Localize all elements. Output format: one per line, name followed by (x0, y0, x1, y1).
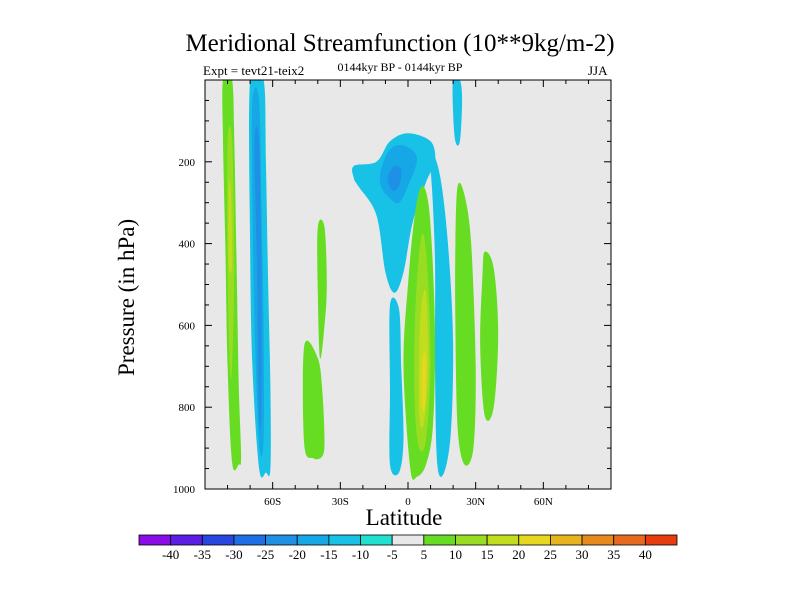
colorbar-swatch (550, 534, 583, 546)
season-label: JJA (588, 63, 608, 78)
colorbar-swatch (423, 534, 456, 546)
colorbar-swatch (328, 534, 361, 546)
colorbar-swatch (138, 534, 172, 546)
y-tick-label: 800 (179, 402, 196, 414)
sh-polar-positive-inner (228, 181, 233, 274)
midlat-positive-b (317, 219, 327, 359)
colorbar-label: -35 (194, 547, 211, 562)
nh-positive-b (480, 251, 499, 421)
colorbar-label: -5 (387, 547, 398, 562)
colorbar-swatch (170, 534, 203, 546)
colorbar-swatch (360, 534, 393, 546)
colorbar-swatch (455, 534, 488, 546)
sh-subtrop-negative-low (389, 297, 404, 476)
tropical-positive-inner (421, 352, 427, 412)
colorbar-swatch (518, 534, 551, 546)
colorbar-label: 30 (576, 547, 589, 562)
x-tick-label: 0 (405, 496, 411, 508)
x-tick-label: 60S (264, 496, 281, 508)
x-axis-label: Latitude (365, 505, 443, 530)
colorbar-swatch (233, 534, 266, 546)
colorbar-label: -10 (352, 547, 369, 562)
sh-deep-negative-core (254, 126, 262, 431)
chart-subtitle: 0144kyr BP - 0144kyr BP (337, 60, 463, 74)
midlat-positive-a (302, 340, 325, 460)
colorbar-swatch (486, 534, 520, 546)
colorbar-swatch (296, 534, 330, 546)
nh-positive-a (455, 182, 476, 466)
axis-ticks: 200 400 600 800 1000 60S 30S 0 30N 60N (173, 80, 611, 508)
x-tick-label: 30N (466, 496, 485, 508)
y-tick-label: 600 (179, 320, 196, 332)
colorbar-label: 40 (639, 547, 652, 562)
colorbar: -40 -35 -30 -25 -20 -15 -10 -5 5 10 15 20 25 30 35 40 (138, 534, 678, 562)
colorbar-label: -40 (162, 547, 179, 562)
nh-subtrop-negative (430, 155, 454, 477)
upper-trop-negative (352, 133, 436, 293)
colorbar-label: 10 (449, 547, 462, 562)
upper-trop-negative-inner (387, 165, 402, 191)
contour-regions (222, 80, 499, 480)
colorbar-swatch (613, 534, 646, 546)
chart-title: Meridional Streamfunction (10**9kg/m-2) (185, 30, 615, 57)
colorbar-label: 25 (544, 547, 557, 562)
nh-upper-negative (452, 80, 463, 146)
colorbar-label: -15 (320, 547, 337, 562)
colorbar-label: 35 (607, 547, 620, 562)
colorbar-label: 15 (481, 547, 494, 562)
colorbar-label: -20 (289, 547, 306, 562)
colorbar-swatch (391, 534, 425, 546)
y-tick-label: 400 (179, 239, 196, 251)
x-tick-label: 60N (534, 496, 553, 508)
x-tick-label: 30S (332, 496, 349, 508)
colorbar-swatch (201, 534, 235, 546)
experiment-label: Expt = tevt21-teix2 (203, 63, 305, 78)
colorbar-label: -25 (257, 547, 274, 562)
colorbar-label: -30 (225, 547, 242, 562)
colorbar-swatch (644, 534, 678, 546)
y-tick-label: 200 (179, 157, 196, 169)
colorbar-label: 5 (421, 547, 428, 562)
colorbar-swatch (581, 534, 615, 546)
colorbar-label: 20 (512, 547, 525, 562)
colorbar-swatch (265, 534, 298, 546)
y-tick-label: 1000 (173, 484, 196, 496)
